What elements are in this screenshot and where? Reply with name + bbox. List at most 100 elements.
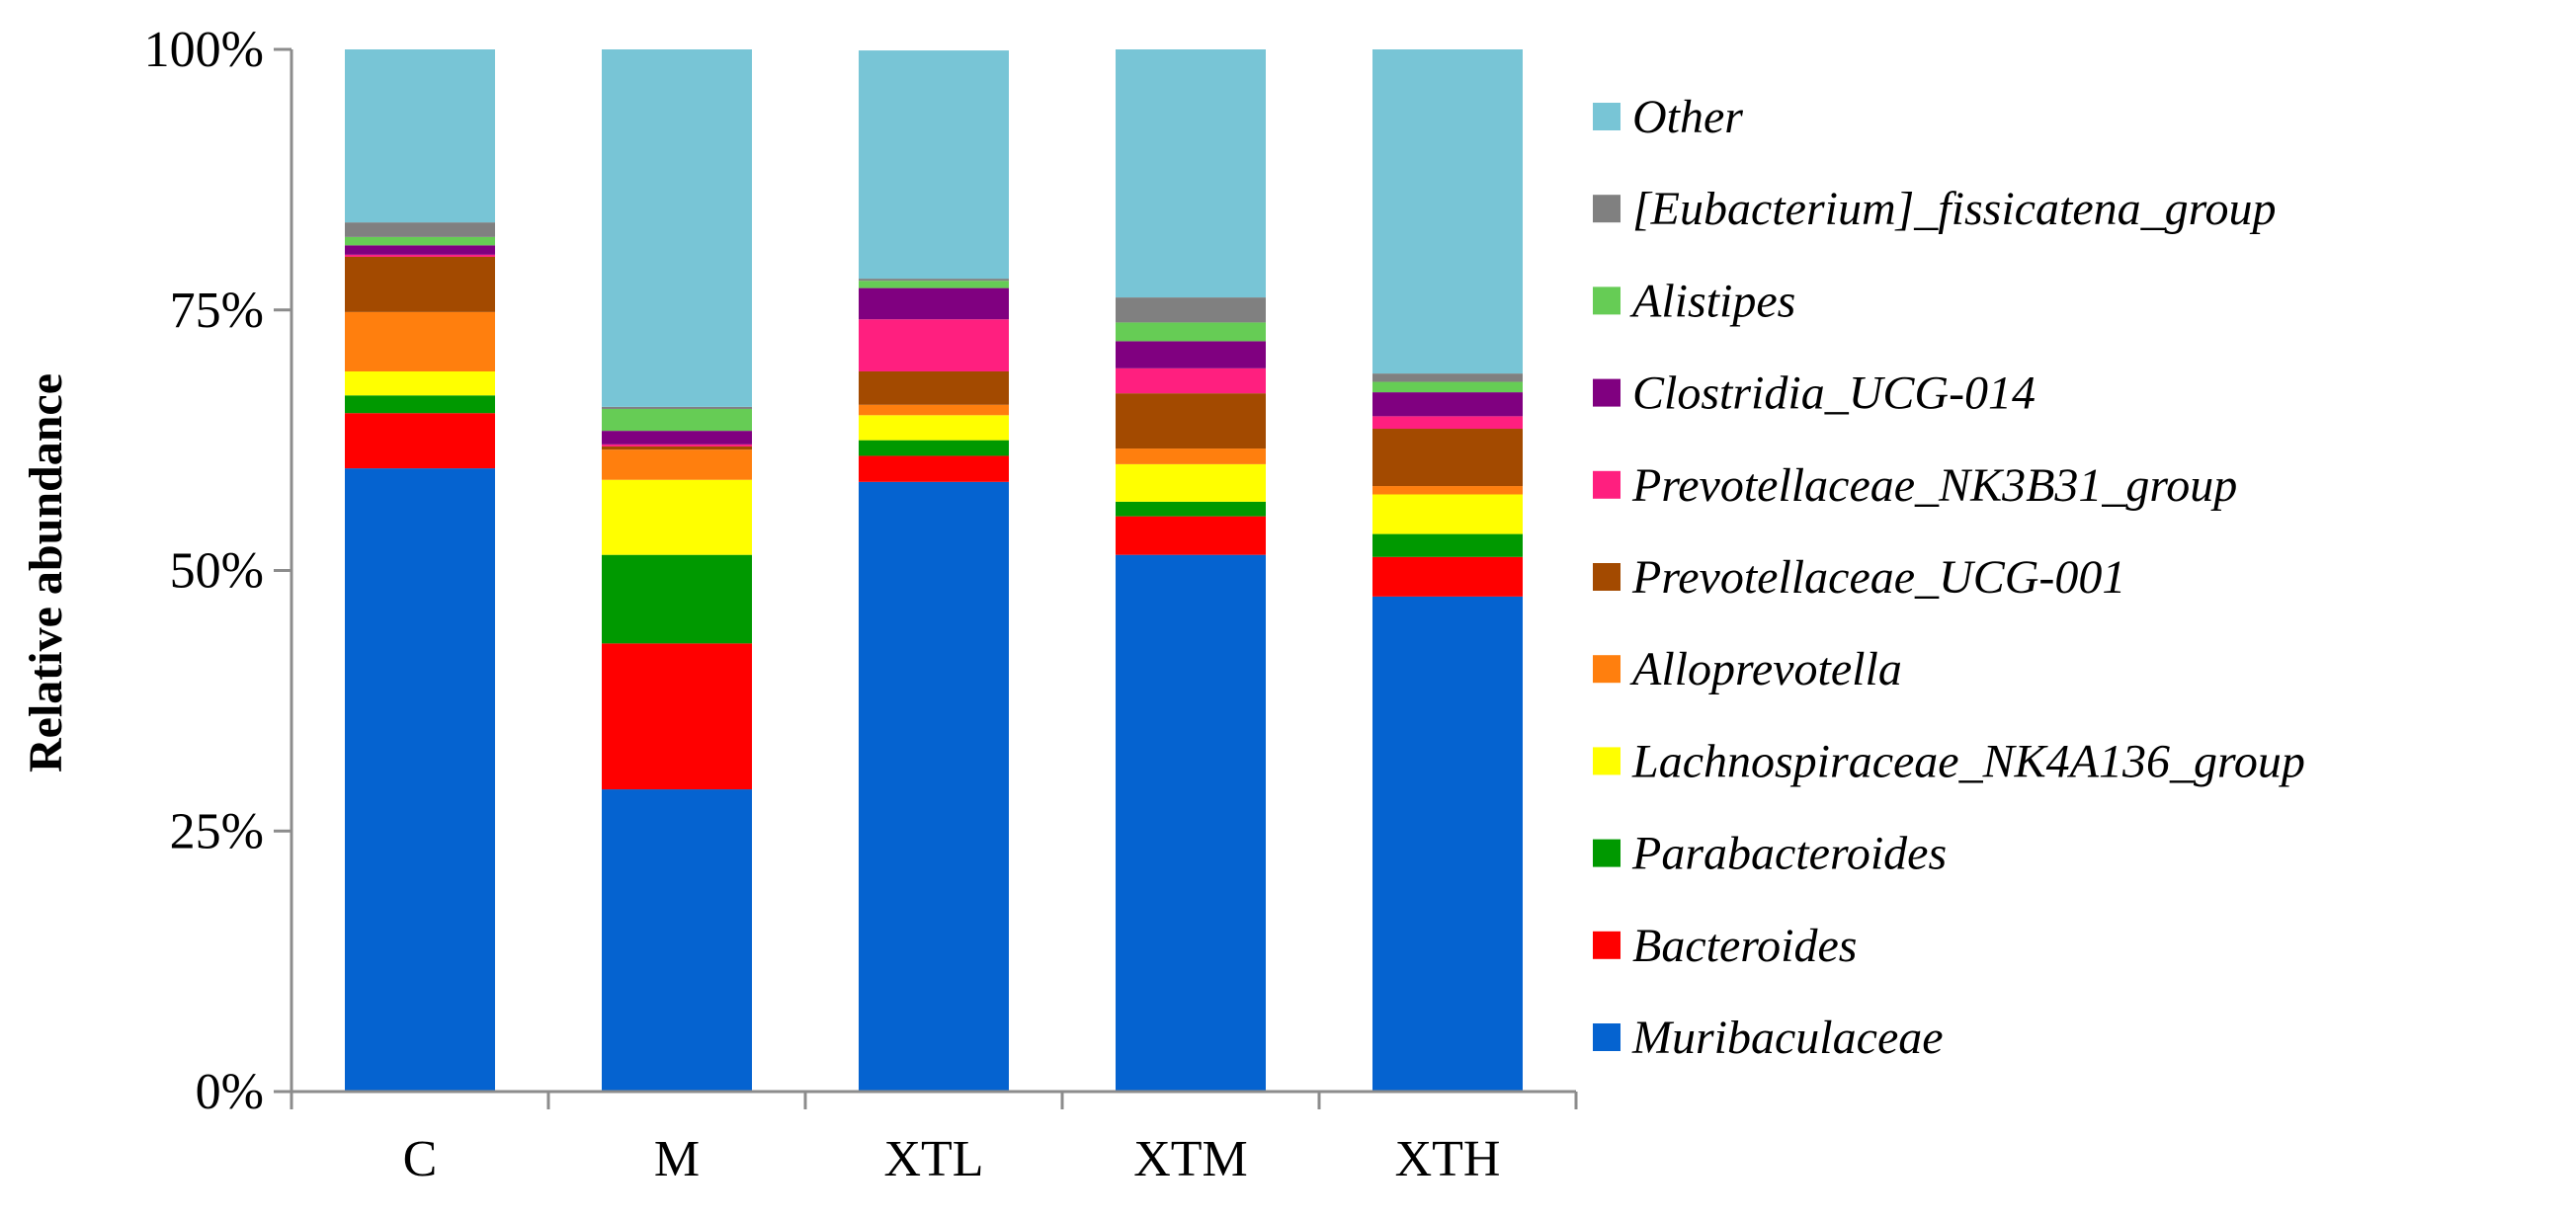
bar-segment-xtm-eubacterium-fissicatena-group bbox=[1116, 297, 1266, 323]
bar-segment-m-other bbox=[602, 49, 752, 407]
bar-segment-c-alistipes bbox=[345, 236, 495, 246]
y-tick-label: 0% bbox=[196, 1064, 264, 1120]
bar-segment-xtl-alloprevotella bbox=[859, 404, 1009, 416]
legend-label: Prevotellaceae_UCG-001 bbox=[1631, 551, 2125, 604]
axes-layer bbox=[274, 47, 1578, 1109]
legend-label: [Eubacterium]_fissicatena_group bbox=[1632, 183, 2277, 235]
bar-segment-xth-other bbox=[1372, 49, 1523, 374]
bar-segment-c-prevotellaceae-ucg-001 bbox=[345, 256, 495, 312]
legend-label: Parabacteroides bbox=[1631, 828, 1947, 880]
bar-segment-xtl-prevotellaceae-ucg-001 bbox=[859, 370, 1009, 405]
bar-segment-xtl-prevotellaceae-nk3b31-group bbox=[859, 319, 1009, 371]
bar-segment-xtl-clostridia-ucg-014 bbox=[859, 287, 1009, 320]
bar-segment-c-prevotellaceae-nk3b31-group bbox=[345, 254, 495, 257]
bar-segment-c-alloprevotella bbox=[345, 311, 495, 371]
bar-segment-xtl-muribaculaceae bbox=[859, 481, 1009, 1092]
legend-swatch bbox=[1593, 470, 1620, 499]
x-tick-label-xtm: XTM bbox=[1133, 1131, 1248, 1187]
bar-stack-m bbox=[602, 49, 752, 1092]
bar-stack-xth bbox=[1372, 49, 1523, 1092]
bar-segment-xtm-other bbox=[1116, 49, 1266, 298]
y-tick-label: 75% bbox=[170, 283, 264, 339]
legend-label: Alloprevotella bbox=[1629, 643, 1902, 695]
legend-swatch bbox=[1593, 1023, 1620, 1051]
bar-segment-xth-alloprevotella bbox=[1372, 486, 1523, 495]
y-tick-labels: 0% 25% 50% 75% 100% bbox=[144, 22, 264, 1120]
legend-item-muribaculaceae: Muribaculaceae bbox=[1593, 1012, 1944, 1064]
legend-item-other: Other bbox=[1593, 91, 1743, 143]
x-tick-label-m: M bbox=[654, 1131, 700, 1187]
bar-stack-xtm bbox=[1116, 49, 1266, 1092]
legend-item-lachnospiraceae-nk4a136-group: Lachnospiraceae_NK4A136_group bbox=[1593, 735, 2305, 787]
bar-stack-xtl bbox=[859, 50, 1009, 1092]
x-tick-label-c: C bbox=[403, 1131, 438, 1187]
bar-segment-xtl-alistipes bbox=[859, 281, 1009, 288]
bar-segment-xtm-prevotellaceae-nk3b31-group bbox=[1116, 367, 1266, 394]
legend-label: Prevotellaceae_NK3B31_group bbox=[1631, 459, 2237, 512]
bar-segment-xth-alistipes bbox=[1372, 381, 1523, 393]
bar-segment-c-muribaculaceae bbox=[345, 468, 495, 1092]
bar-segment-xth-prevotellaceae-ucg-001 bbox=[1372, 429, 1523, 487]
x-tick-label-xtl: XTL bbox=[883, 1131, 983, 1187]
bar-segment-xtl-lachnospiraceae-nk4a136-group bbox=[859, 415, 1009, 441]
bar-segment-xtm-prevotellaceae-ucg-001 bbox=[1116, 393, 1266, 449]
legend-item-prevotellaceae-ucg-001: Prevotellaceae_UCG-001 bbox=[1593, 551, 2125, 604]
legend-item-bacteroides: Bacteroides bbox=[1593, 920, 1857, 972]
bar-segment-m-prevotellaceae-ucg-001 bbox=[602, 446, 752, 450]
legend-swatch bbox=[1593, 931, 1620, 959]
legend-item-prevotellaceae-nk3b31-group: Prevotellaceae_NK3B31_group bbox=[1593, 459, 2237, 512]
bar-segment-c-bacteroides bbox=[345, 413, 495, 469]
bar-segment-xtm-muribaculaceae bbox=[1116, 554, 1266, 1092]
legend-swatch bbox=[1593, 747, 1620, 775]
legend-label: Bacteroides bbox=[1632, 920, 1857, 972]
legend-swatch bbox=[1593, 103, 1620, 130]
bar-segment-m-clostridia-ucg-014 bbox=[602, 431, 752, 445]
legend-swatch bbox=[1593, 563, 1620, 591]
bar-segment-xth-bacteroides bbox=[1372, 556, 1523, 597]
legend-item-alistipes: Alistipes bbox=[1593, 275, 1795, 327]
y-tick-label: 50% bbox=[170, 543, 264, 600]
bar-segment-xtl-parabacteroides bbox=[859, 440, 1009, 456]
legend-item-eubacterium-fissicatena-group: [Eubacterium]_fissicatena_group bbox=[1593, 183, 2277, 235]
bar-segment-m-bacteroides bbox=[602, 643, 752, 790]
bar-segment-c-parabacteroides bbox=[345, 395, 495, 414]
legend-swatch bbox=[1593, 378, 1620, 407]
bar-segment-xth-muribaculaceae bbox=[1372, 596, 1523, 1092]
bar-segment-xtl-bacteroides bbox=[859, 455, 1009, 482]
legend-item-parabacteroides: Parabacteroides bbox=[1593, 828, 1947, 880]
y-tick-label: 25% bbox=[170, 803, 264, 859]
legend-swatch bbox=[1593, 195, 1620, 223]
bar-segment-xth-prevotellaceae-nk3b31-group bbox=[1372, 416, 1523, 430]
bar-segment-c-clostridia-ucg-014 bbox=[345, 245, 495, 255]
legend-swatch bbox=[1593, 655, 1620, 684]
legend-swatch bbox=[1593, 286, 1620, 315]
bar-segment-xth-eubacterium-fissicatena-group bbox=[1372, 373, 1523, 382]
bars-layer bbox=[345, 49, 1523, 1092]
bar-segment-m-prevotellaceae-nk3b31-group bbox=[602, 444, 752, 447]
bar-segment-xth-clostridia-ucg-014 bbox=[1372, 392, 1523, 417]
x-tick-labels: C M XTL XTM XTH bbox=[403, 1131, 1501, 1187]
bar-segment-m-alistipes bbox=[602, 408, 752, 432]
bar-segment-xtl-eubacterium-fissicatena-group bbox=[859, 279, 1009, 282]
legend-label: Clostridia_UCG-014 bbox=[1632, 367, 2036, 420]
bar-segment-m-muribaculaceae bbox=[602, 789, 752, 1092]
bar-segment-m-lachnospiraceae-nk4a136-group bbox=[602, 479, 752, 555]
bar-segment-c-lachnospiraceae-nk4a136-group bbox=[345, 370, 495, 396]
bar-segment-xtm-bacteroides bbox=[1116, 516, 1266, 555]
bar-segment-xth-parabacteroides bbox=[1372, 533, 1523, 557]
bar-segment-xtl-other bbox=[859, 50, 1009, 280]
bar-segment-m-alloprevotella bbox=[602, 449, 752, 480]
bar-segment-xtm-parabacteroides bbox=[1116, 501, 1266, 517]
bar-segment-c-other bbox=[345, 49, 495, 223]
legend: Other [Eubacterium]_fissicatena_group Alis… bbox=[1593, 91, 2305, 1064]
legend-item-clostridia-ucg-014: Clostridia_UCG-014 bbox=[1593, 367, 2036, 420]
legend-label: Lachnospiraceae_NK4A136_group bbox=[1631, 735, 2305, 787]
legend-label: Alistipes bbox=[1629, 275, 1795, 327]
bar-segment-xtm-lachnospiraceae-nk4a136-group bbox=[1116, 463, 1266, 502]
bar-segment-m-eubacterium-fissicatena-group bbox=[602, 406, 752, 409]
bar-stack-c bbox=[345, 49, 495, 1092]
x-tick-label-xth: XTH bbox=[1395, 1131, 1501, 1187]
y-tick-label: 100% bbox=[144, 22, 264, 78]
